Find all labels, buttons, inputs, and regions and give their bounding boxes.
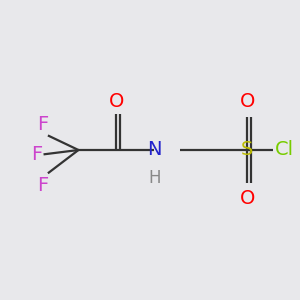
Text: S: S: [241, 140, 254, 160]
Text: O: O: [240, 92, 255, 111]
Text: F: F: [31, 145, 42, 164]
Text: H: H: [148, 169, 161, 187]
Text: Cl: Cl: [275, 140, 294, 160]
Text: N: N: [147, 140, 161, 160]
Text: F: F: [37, 115, 48, 134]
Text: O: O: [109, 92, 124, 111]
Text: F: F: [37, 176, 48, 195]
Text: O: O: [240, 189, 255, 208]
